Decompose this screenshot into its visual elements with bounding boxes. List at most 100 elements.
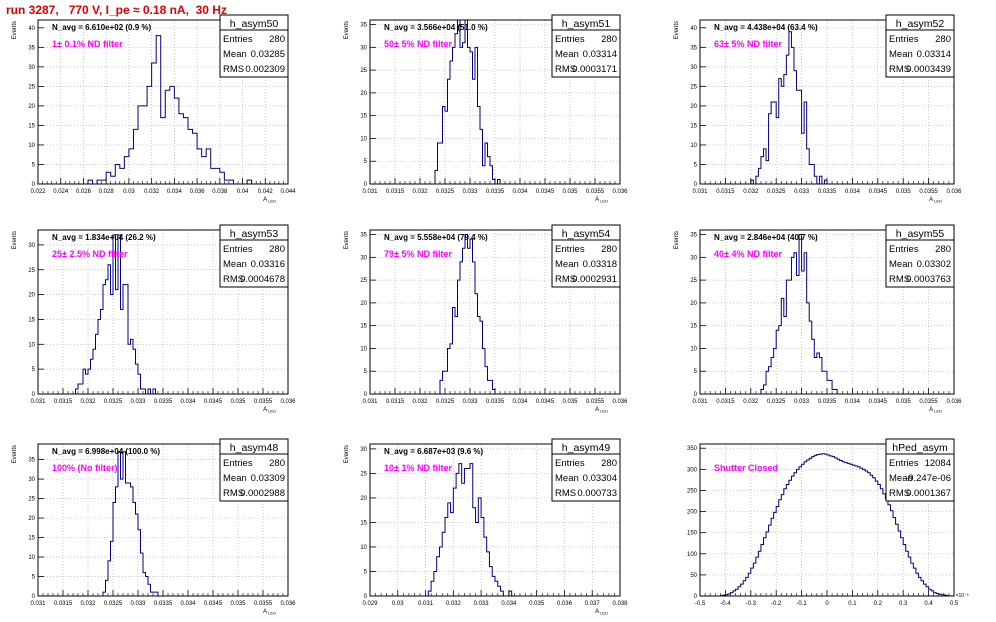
tick-label-x: -0.2 [771, 601, 782, 607]
tick-label-x: 0.032 [80, 399, 96, 405]
panel-h_asym49: 0.029 0.03 0.031 0.032 0.033 0.034 0.035 0.036 0… [344, 438, 628, 616]
tick-label-x: 0.034 [512, 399, 528, 405]
tick-label-x: 0.034 [180, 601, 196, 607]
stat-label-mean: Mean [889, 49, 913, 60]
tick-label-x: 0.2 [874, 601, 883, 607]
tick-label-x: 0.031 [692, 399, 708, 405]
stat-label-entries: Entries [889, 458, 919, 469]
stat-value-entries: 280 [269, 34, 285, 45]
histogram-h_asym54 [439, 234, 496, 394]
tick-label-x: 0.031 [30, 399, 46, 405]
stats-box: h_asym49 Entries 280 Mean 0.03304 RMS 0.000733 [551, 438, 621, 502]
tick-label-y: 30 [28, 65, 35, 71]
tick-label-x: 0.028 [99, 189, 115, 195]
n-avg-label: N_avg = 6.687e+03 (9.6 %) [384, 447, 484, 456]
y-axis-label: Events [344, 231, 350, 249]
n-avg-label: N_avg = 1.834e+04 (26.2 %) [52, 233, 156, 242]
tick-label-x: 0.042 [258, 189, 274, 195]
tick-label-x: 0.0335 [154, 601, 173, 607]
stat-label-mean: Mean [223, 473, 247, 484]
stat-value-mean: 0.03285 [251, 49, 285, 60]
tick-label-x: 0.034 [180, 399, 196, 405]
x-axis-label: A LED [595, 197, 608, 204]
tick-label-x: 0.033 [794, 189, 810, 195]
stat-label-rms: RMS [889, 488, 910, 499]
histogram-name: h_asym51 [562, 18, 611, 30]
tick-label-x: 0.0345 [869, 399, 888, 405]
stats-box: h_asym50 Entries 280 Mean 0.03285 RMS 0.002309 [219, 14, 289, 78]
tick-label-x: 0.035 [562, 189, 578, 195]
stat-label-entries: Entries [889, 244, 919, 255]
histogram-name: hPed_asym [892, 442, 948, 454]
tick-label-x: 0.035 [529, 601, 545, 607]
tick-label-y: 25 [360, 68, 367, 74]
stat-value-mean: 0.03316 [251, 259, 285, 270]
tick-label-y: 300 [687, 467, 698, 473]
x-axis-label: A LED [595, 407, 608, 414]
tick-label-x: 0.033 [474, 601, 490, 607]
tick-label-x: 0.0335 [486, 189, 505, 195]
tick-label-x: -0.3 [746, 601, 757, 607]
tick-label-x: 0.3 [899, 601, 908, 607]
stat-value-rms: 0.0002931 [572, 274, 617, 285]
tick-label-y: 15 [690, 123, 697, 129]
tick-label-y: 25 [690, 84, 697, 90]
n-avg-label: N_avg = 6.610e+02 (0.9 %) [52, 23, 152, 32]
panel-hPed_asym: -0.5 -0.4 -0.3 -0.2 -0.1 0 0.1 0.2 0.3 0.4 0.5 0 50 1… [687, 438, 969, 607]
tick-label-x: 0.0325 [767, 189, 786, 195]
tick-label-y: 0 [32, 392, 36, 398]
x-axis-label: A LED [263, 609, 276, 616]
histogram-name: h_asym54 [562, 228, 611, 240]
histogram-h_asym53 [75, 234, 156, 395]
tick-label-y: 30 [360, 45, 367, 51]
panel-h_asym48: 0.031 0.0315 0.032 0.0325 0.033 0.0335 0.034 0.… [12, 438, 296, 616]
stat-label-entries: Entries [555, 458, 585, 469]
axis-exponent: ×10⁻³ [956, 593, 969, 599]
tick-label-y: 35 [28, 45, 35, 51]
panel-h_asym50: 0.022 0.024 0.026 0.028 0.03 0.032 0.034 0.036 0… [12, 14, 296, 204]
stat-value-entries: 280 [935, 34, 951, 45]
filter-label: Shutter Closed [714, 463, 778, 473]
stats-body-box [885, 239, 955, 288]
tick-label-y: 0 [364, 182, 368, 188]
tick-label-x: 0.034 [845, 189, 861, 195]
stat-label-entries: Entries [889, 34, 919, 45]
stats-body-box [885, 29, 955, 78]
stat-label-mean: Mean [555, 259, 579, 270]
stat-value-mean: 0.03318 [583, 259, 617, 270]
tick-label-y: 5 [694, 162, 698, 168]
tick-label-x: 0.033 [130, 399, 146, 405]
stat-value-rms: 0.0004678 [240, 274, 285, 285]
stat-value-rms: 0.002309 [245, 64, 285, 75]
tick-label-y: 10 [690, 346, 697, 352]
tick-label-y: 5 [32, 162, 36, 168]
stat-label-entries: Entries [223, 244, 253, 255]
tick-label-x: 0.035 [896, 399, 912, 405]
y-axis-label: Events [674, 231, 680, 249]
tick-label-y: 30 [28, 243, 35, 249]
tick-label-x: 0.5 [950, 601, 959, 607]
stat-label-rms: RMS [223, 64, 244, 75]
stats-body-box [885, 453, 955, 502]
panel-h_asym53: 0.031 0.0315 0.032 0.0325 0.033 0.0335 0.034 0.… [12, 224, 296, 414]
tick-label-y: 10 [28, 143, 35, 149]
y-axis-label: Events [12, 21, 18, 39]
tick-label-x: 0.031 [362, 189, 378, 195]
stat-value-rms: 0.0003763 [906, 274, 951, 285]
tick-label-x: -0.1 [796, 601, 807, 607]
stats-box: h_asym52 Entries 280 Mean 0.03314 RMS0.000343… [885, 14, 955, 78]
x-axis-label: A LED [595, 609, 608, 616]
stats-body-box [551, 29, 621, 78]
tick-label-y: 10 [360, 136, 367, 142]
tick-label-y: 40 [690, 26, 697, 32]
filter-label: 50± 5% ND filter [384, 39, 452, 49]
histogram-hPed_asym [719, 453, 950, 597]
tick-label-x: 0.036 [946, 399, 962, 405]
stats-body-box [551, 453, 621, 502]
tick-label-y: 25 [360, 471, 367, 477]
tick-label-x: 0.031 [418, 601, 434, 607]
y-axis-label: Events [12, 445, 18, 463]
tick-label-y: 15 [28, 317, 35, 323]
tick-label-x: 0.024 [53, 189, 69, 195]
plot-frame [37, 19, 289, 185]
